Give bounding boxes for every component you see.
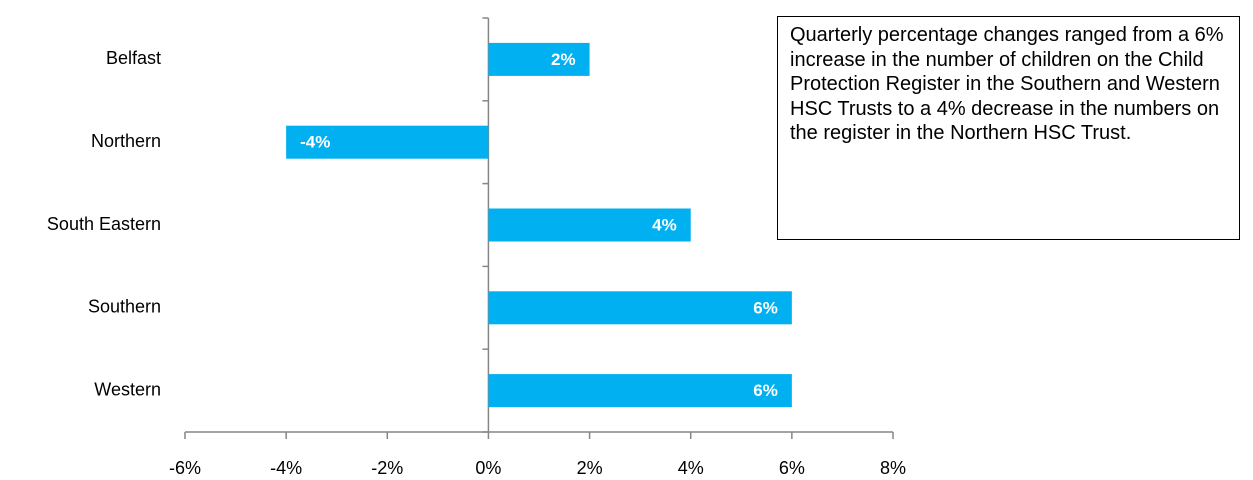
bar (488, 291, 792, 325)
bar (488, 374, 792, 408)
value-label: 6% (753, 298, 778, 317)
x-tick-label: 0% (475, 458, 501, 478)
y-tick-label: South Eastern (47, 214, 161, 234)
bar (286, 125, 489, 159)
x-tick-label: 2% (577, 458, 603, 478)
y-tick-label: Southern (88, 297, 161, 317)
y-tick-label: Northern (91, 131, 161, 151)
x-tick-label: 6% (779, 458, 805, 478)
x-tick-label: 4% (678, 458, 704, 478)
x-tick-label: -2% (371, 458, 403, 478)
annotation-box: Quarterly percentage changes ranged from… (777, 16, 1240, 240)
value-label: 6% (753, 381, 778, 400)
y-tick-label: Western (94, 379, 161, 399)
x-tick-label: -6% (169, 458, 201, 478)
value-label: 4% (652, 215, 677, 234)
x-tick-label: 8% (880, 458, 906, 478)
y-tick-label: Belfast (106, 48, 161, 68)
x-tick-label: -4% (270, 458, 302, 478)
bar (488, 42, 590, 76)
value-label: 2% (551, 50, 576, 69)
bar (488, 208, 691, 242)
value-label: -4% (300, 133, 330, 152)
